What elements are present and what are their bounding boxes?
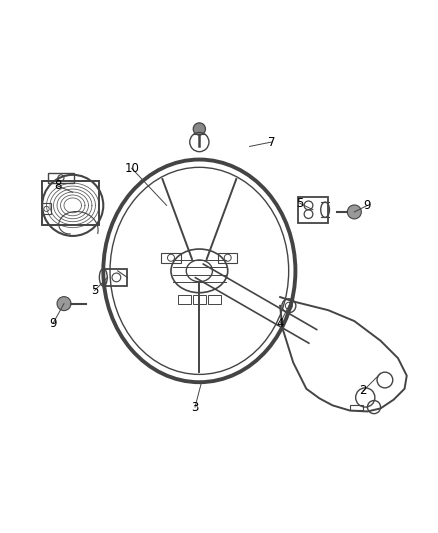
Bar — [103, 269, 127, 286]
Text: 9: 9 — [364, 199, 371, 212]
Bar — [48, 173, 74, 183]
Bar — [177, 295, 191, 304]
Text: 3: 3 — [191, 401, 199, 414]
Text: 9: 9 — [49, 317, 57, 330]
Text: 7: 7 — [268, 135, 275, 149]
Circle shape — [347, 205, 361, 219]
Text: 5: 5 — [296, 197, 304, 209]
Bar — [193, 295, 206, 304]
Bar — [297, 197, 328, 223]
Bar — [42, 203, 51, 214]
Bar — [208, 295, 221, 304]
Text: 8: 8 — [54, 179, 61, 192]
Bar — [42, 181, 99, 225]
Circle shape — [193, 123, 205, 135]
Text: 2: 2 — [359, 384, 367, 398]
Bar — [161, 253, 180, 263]
Text: 10: 10 — [124, 161, 139, 175]
Text: 5: 5 — [91, 284, 98, 297]
Text: 4: 4 — [276, 317, 284, 330]
Bar — [350, 405, 363, 410]
Bar — [218, 253, 237, 263]
Circle shape — [57, 297, 71, 311]
